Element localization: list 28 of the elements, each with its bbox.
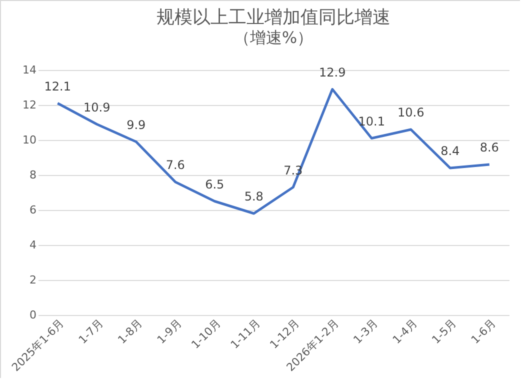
y-tick-label: 0 bbox=[30, 308, 36, 322]
data-label: 6.5 bbox=[205, 177, 224, 192]
data-label: 8.6 bbox=[480, 140, 499, 154]
data-label: 10.6 bbox=[398, 106, 424, 120]
y-tick-label: 14 bbox=[22, 64, 36, 76]
data-label: 5.8 bbox=[244, 190, 264, 204]
x-tick-label: 1-6月 bbox=[468, 316, 498, 346]
y-tick-label: 2 bbox=[30, 274, 36, 286]
data-label: 10.9 bbox=[84, 100, 110, 114]
y-tick-label: 6 bbox=[30, 204, 36, 216]
x-tick-label: 1-4月 bbox=[390, 316, 420, 346]
y-tick-label: 8 bbox=[30, 168, 36, 182]
x-tick-label: 1-7月 bbox=[76, 316, 106, 346]
data-label: 12.9 bbox=[319, 65, 346, 80]
x-tick-label: 1-8月 bbox=[115, 316, 146, 346]
x-tick-label: 1-5月 bbox=[429, 316, 460, 346]
data-label: 8.4 bbox=[440, 144, 460, 158]
x-tick-label: 1-3月 bbox=[350, 316, 381, 346]
y-tick-label: 4 bbox=[30, 238, 36, 252]
x-tick-label: 1-9月 bbox=[154, 316, 184, 346]
y-tick-label: 12 bbox=[22, 98, 36, 112]
chart-title: 规模以上工业增加值同比增速 bbox=[156, 7, 390, 28]
data-label: 10.1 bbox=[358, 114, 385, 128]
chart-subtitle: （增速%） bbox=[234, 28, 314, 47]
data-label: 12.1 bbox=[44, 79, 71, 94]
data-label: 7.6 bbox=[166, 158, 185, 172]
data-label: 9.9 bbox=[126, 118, 146, 132]
y-tick-label: 10 bbox=[22, 134, 36, 146]
